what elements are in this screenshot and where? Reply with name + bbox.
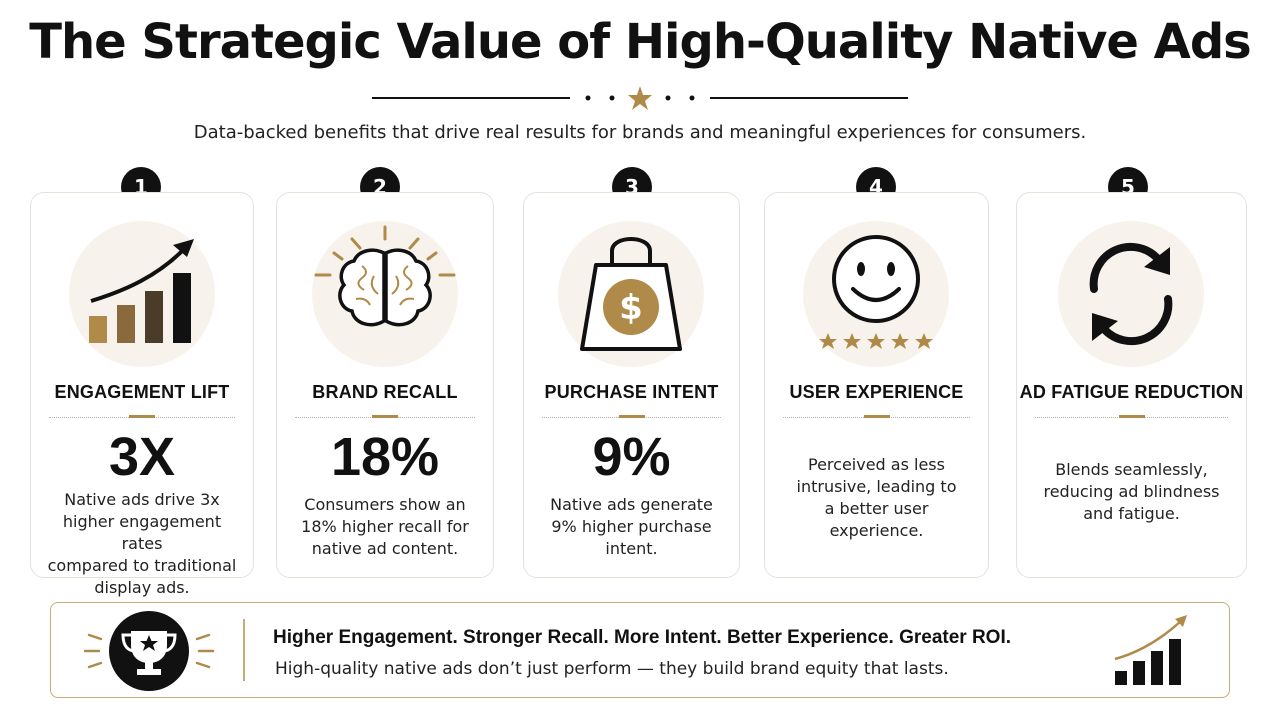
- trophy-star-icon: [83, 611, 215, 691]
- card-purchase-intent: $ PURCHASE INTENT 9% Native ads generate…: [523, 192, 740, 578]
- card-ad-fatigue-reduction: AD FATIGUE REDUCTION Blends seamlessly, r…: [1016, 192, 1247, 578]
- title-divider: [372, 86, 908, 110]
- card-engagement-lift: ENGAGEMENT LIFT 3X Native ads drive 3x hi…: [30, 192, 254, 597]
- banner-subtitle: High-quality native ads don’t just perfo…: [275, 659, 949, 679]
- refresh-cycle-icon: [1089, 242, 1173, 346]
- smiley-five-stars-icon: [819, 235, 933, 349]
- card-brand-recall: BRAND RECALL 18% Consumers show an 18% hi…: [276, 192, 494, 578]
- card-description: Perceived as less intrusive, leading to a…: [796, 455, 957, 540]
- summary-banner: Higher Engagement. Stronger Recall. More…: [50, 602, 1230, 698]
- card-description: Consumers show an 18% higher recall for n…: [301, 495, 469, 558]
- card-title: ENGAGEMENT LIFT: [54, 382, 230, 402]
- card-description: Native ads generate 9% higher purchase in…: [550, 495, 713, 558]
- page-subtitle: Data-backed benefits that drive real res…: [193, 122, 1087, 143]
- card-user-experience: USER EXPERIENCE Perceived as less intrusi…: [764, 192, 989, 578]
- card-stat: 18%: [330, 427, 440, 487]
- card-title: AD FATIGUE REDUCTION: [1019, 382, 1244, 402]
- card-description: Native ads drive 3x higher engagement rat…: [47, 490, 237, 597]
- shopping-bag-dollar-icon: $: [580, 237, 682, 351]
- card-stat: 3X: [108, 427, 176, 487]
- banner-title: Higher Engagement. Stronger Recall. More…: [273, 627, 1012, 648]
- card-description: Blends seamlessly, reducing ad blindness …: [1043, 460, 1220, 523]
- rising-bar-chart-icon: [89, 239, 194, 343]
- growth-bar-chart-icon: [1114, 615, 1187, 685]
- page-title: The Strategic Value of High-Quality Nati…: [29, 14, 1252, 70]
- card-stat: 9%: [592, 427, 671, 487]
- card-title: PURCHASE INTENT: [544, 382, 719, 402]
- star-icon: [628, 86, 652, 110]
- svg-text:$: $: [619, 288, 643, 328]
- card-title: BRAND RECALL: [312, 382, 458, 402]
- brain-icon: [314, 225, 456, 327]
- card-title: USER EXPERIENCE: [789, 382, 964, 402]
